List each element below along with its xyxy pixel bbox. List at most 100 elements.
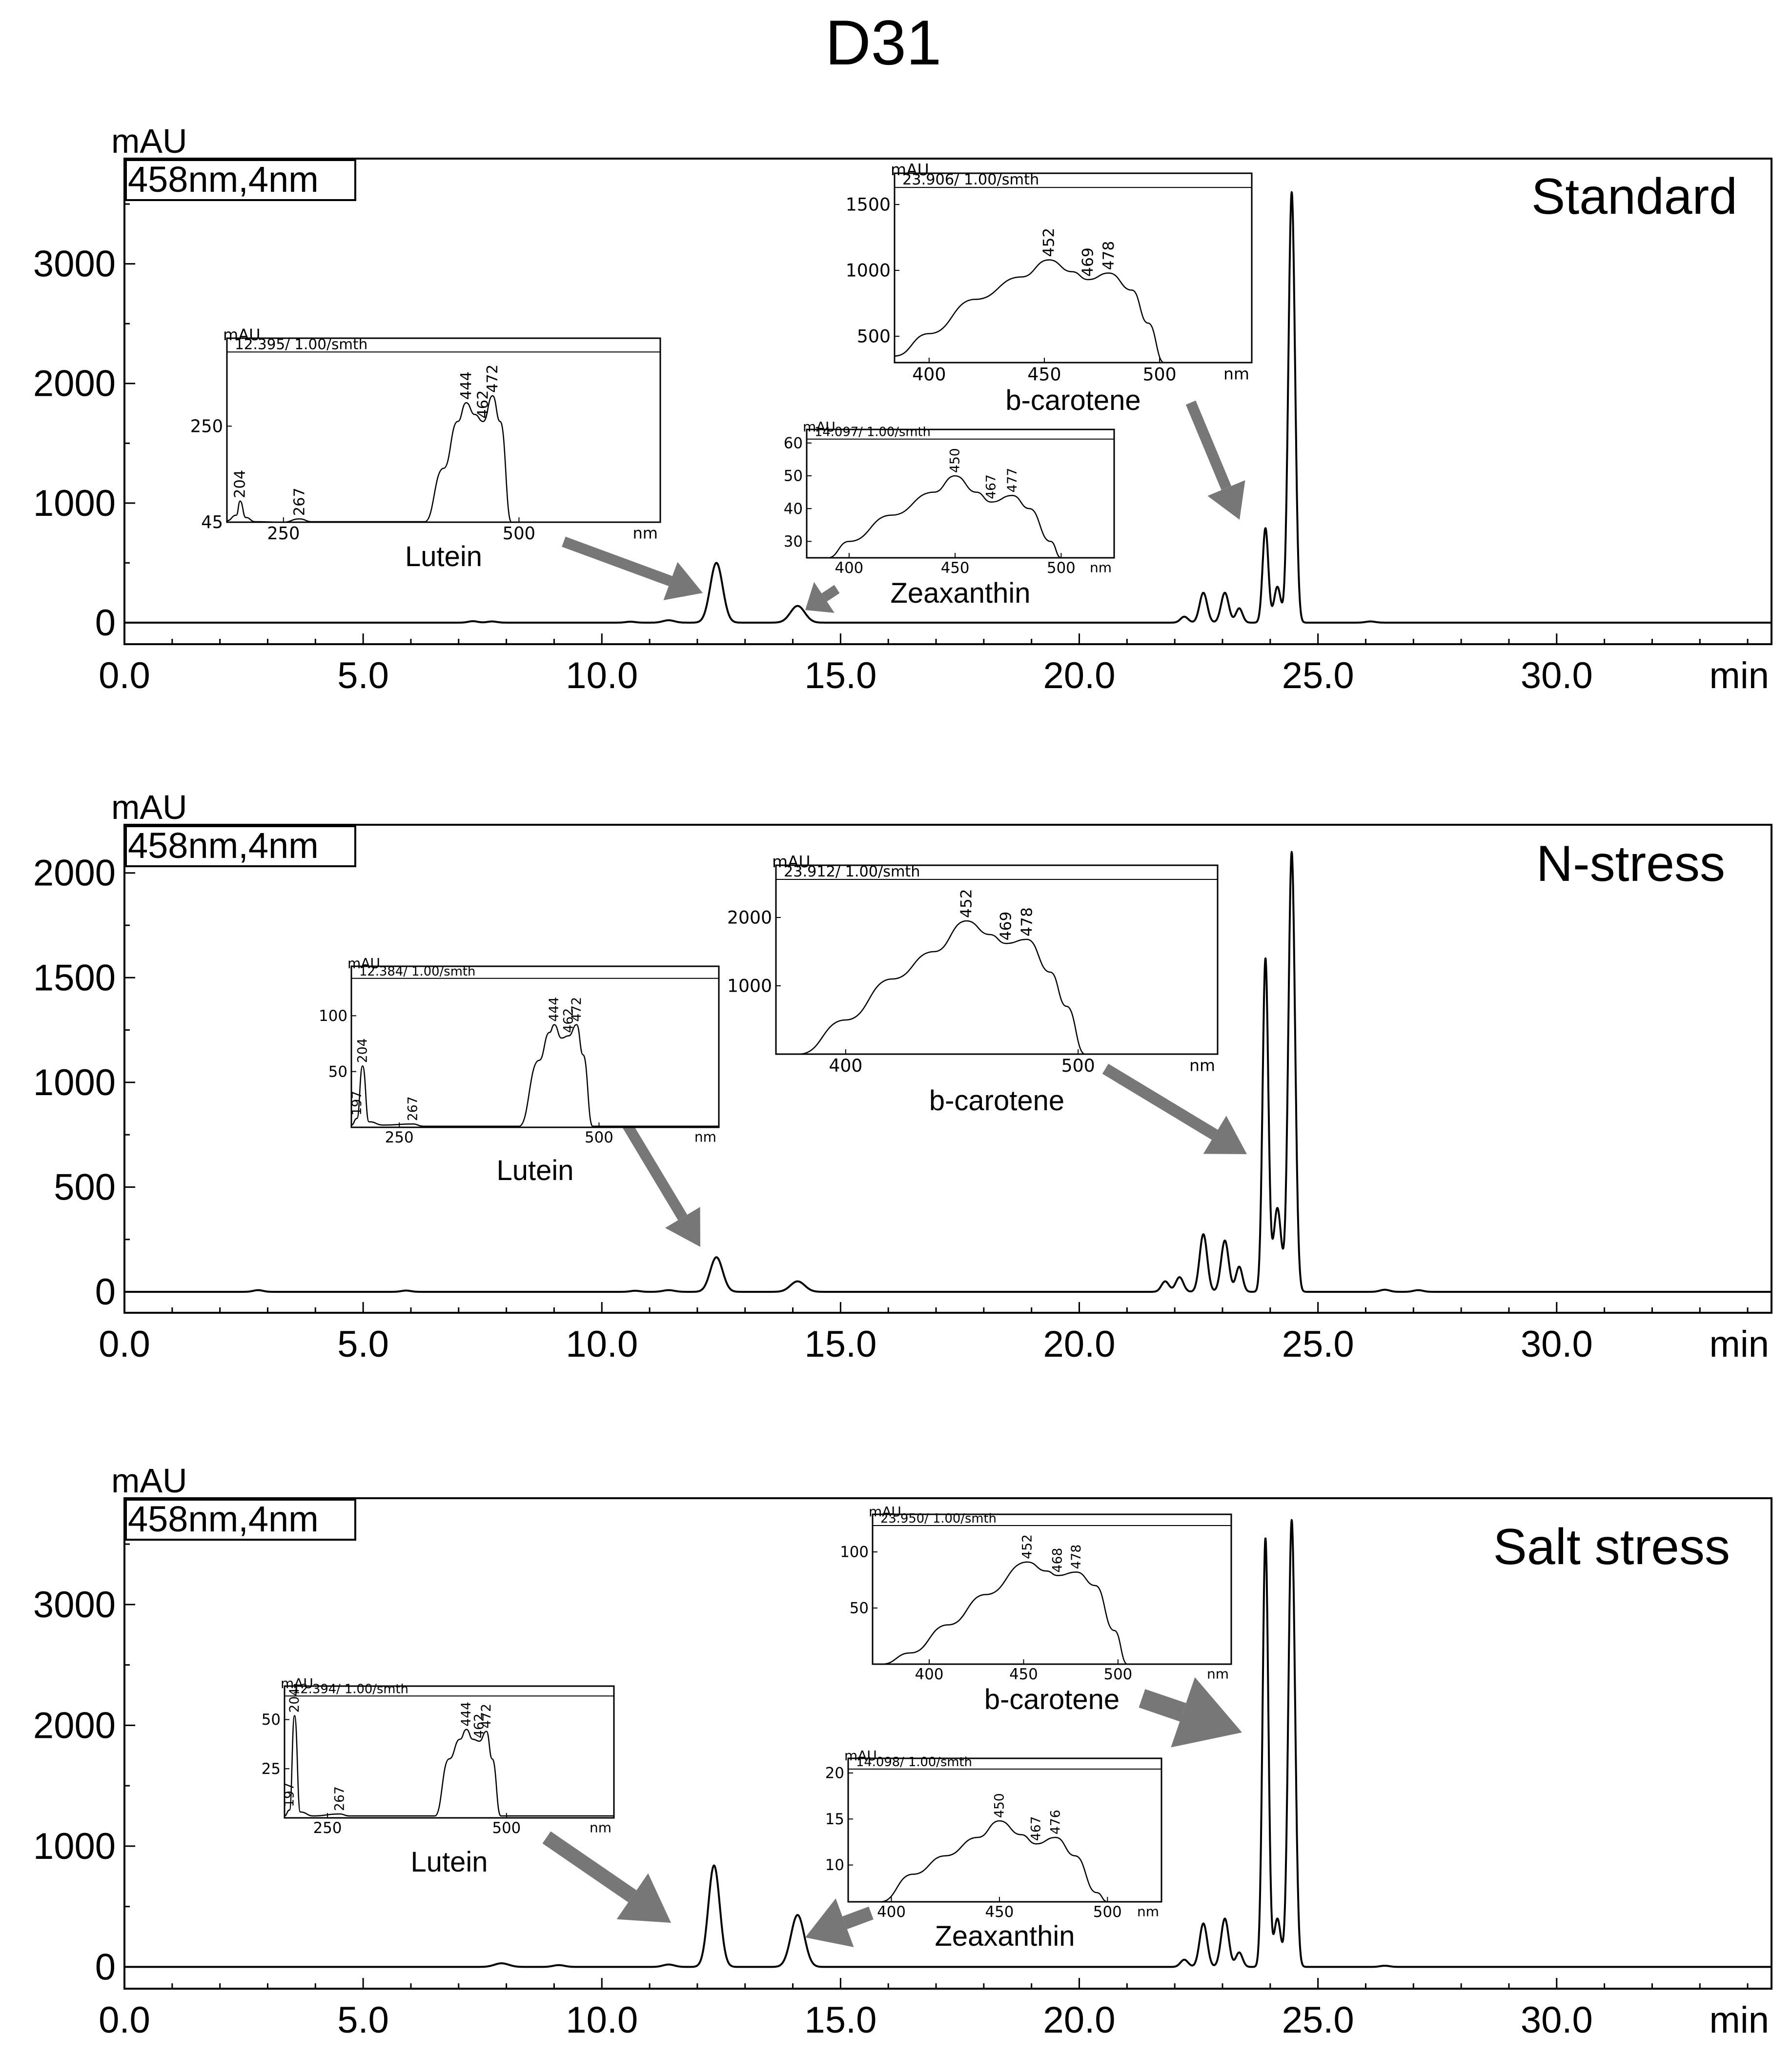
inset-y-tick-label: 100 <box>319 1007 347 1025</box>
inset-header: 12.395/ 1.00/smth <box>235 336 367 352</box>
x-tick-label: 30.0 <box>1521 1999 1593 2041</box>
inset-y-tick-label: 45 <box>201 512 223 532</box>
y-tick-label: 1000 <box>33 1826 116 1867</box>
plot-frame <box>123 1497 1772 1990</box>
inset-compound-label: Lutein <box>405 541 482 572</box>
spectrum-peak-label: 204 <box>355 1038 370 1063</box>
spectrum-peak-label: 478 <box>1018 907 1036 937</box>
pointer-arrowhead-1-1 <box>1203 1116 1247 1154</box>
inset-y-tick-label: 2000 <box>727 907 772 928</box>
inset-y-unit: mAU <box>281 1675 313 1691</box>
y-tick-label: 1500 <box>33 957 116 998</box>
inset-x-unit: nm <box>694 1129 716 1145</box>
spectrum-peak-label: 452 <box>1040 228 1058 257</box>
inset-y-unit: mAU <box>347 956 380 972</box>
inset-x-tick-label: 500 <box>1093 1903 1122 1921</box>
spectrum-peak-label: 462 <box>561 1008 576 1033</box>
inset-x-tick-label: 500 <box>492 1819 521 1837</box>
spectrum-peak-label: 197 <box>349 1091 365 1116</box>
x-axis-unit: min <box>1710 1324 1769 1365</box>
inset-x-tick-label: 450 <box>1027 364 1061 385</box>
inset-frame <box>775 864 1219 1055</box>
inset-header: 14.098/ 1.00/smth <box>856 1755 972 1770</box>
x-tick-label: 5.0 <box>337 1324 389 1365</box>
pointer-arrow-0-0 <box>562 536 672 586</box>
spectrum-peak-label: 450 <box>992 1793 1007 1818</box>
inset-header: 12.394/ 1.00/smth <box>292 1682 408 1696</box>
x-tick-label: 30.0 <box>1521 655 1593 696</box>
pointer-arrowhead-1-0 <box>665 1207 700 1247</box>
inset-x-unit: nm <box>590 1819 611 1835</box>
y-tick-label: 2000 <box>33 853 116 894</box>
inset-y-unit: mAU <box>844 1748 877 1764</box>
spectrum-line <box>828 475 1061 559</box>
inset-y-tick-label: 25 <box>262 1760 281 1778</box>
inset-y-tick-label: 50 <box>328 1063 347 1080</box>
spectrum-peak-label: 444 <box>458 371 475 400</box>
panel-title: Standard <box>1531 168 1737 225</box>
inset-y-unit: mAU <box>891 160 929 179</box>
spectrum-peak-label: 452 <box>957 889 975 918</box>
inset-x-unit: nm <box>1207 1666 1229 1682</box>
inset-compound-label: Zeaxanthin <box>891 577 1031 609</box>
inset-y-tick-label: 500 <box>857 326 891 347</box>
x-tick-label: 5.0 <box>337 1999 389 2041</box>
channel-label: 458nm,4nm <box>128 159 319 200</box>
spectrum-peak-label: 467 <box>1029 1816 1044 1841</box>
inset-x-tick-label: 250 <box>313 1819 342 1837</box>
inset-x-tick-label: 400 <box>915 1666 944 1683</box>
channel-label-box <box>125 159 356 201</box>
inset-y-tick-label: 10 <box>825 1856 844 1874</box>
inset-frame <box>806 428 1115 559</box>
spectrum-peak-label: 267 <box>405 1096 420 1121</box>
inset-x-tick-label: 500 <box>1061 1055 1095 1076</box>
inset-y-unit: mAU <box>772 852 811 871</box>
x-tick-label: 30.0 <box>1521 1324 1593 1365</box>
pointer-arrowhead-2-0 <box>616 1873 671 1923</box>
channel-label-box <box>125 1499 356 1541</box>
x-tick-label: 15.0 <box>804 655 876 696</box>
spectrum-peak-label: 478 <box>1069 1545 1084 1569</box>
pointer-arrow-1-0 <box>622 1122 688 1221</box>
inset-frame <box>284 1685 615 1819</box>
inset-y-tick-label: 40 <box>784 500 803 518</box>
pointer-arrow-2-0 <box>542 1831 637 1903</box>
x-tick-label: 25.0 <box>1282 1999 1354 2041</box>
inset-x-tick-label: 450 <box>1009 1666 1038 1683</box>
inset-y-tick-label: 1000 <box>846 260 891 281</box>
inset-y-tick-label: 1500 <box>846 194 891 215</box>
channel-label: 458nm,4nm <box>128 1499 319 1539</box>
chromatogram-trace <box>123 191 1772 624</box>
spectrum-line <box>351 1024 719 1127</box>
inset-x-tick-label: 250 <box>267 524 300 544</box>
inset-frame <box>350 965 720 1128</box>
inset-y-unit: mAU <box>869 1504 901 1520</box>
inset-compound-label: Lutein <box>496 1155 573 1186</box>
x-tick-label: 20.0 <box>1043 1999 1116 2041</box>
spectrum-peak-label: 467 <box>983 474 998 499</box>
y-tick-label: 3000 <box>33 244 116 285</box>
pointer-arrowhead-2-2 <box>1171 1677 1242 1748</box>
y-tick-label: 2000 <box>33 1705 116 1746</box>
inset-x-unit: nm <box>632 524 658 543</box>
spectrum-peak-label: 468 <box>1050 1548 1065 1573</box>
inset-y-tick-label: 20 <box>825 1765 844 1782</box>
pointer-arrow-0-1 <box>821 585 840 602</box>
y-tick-label: 1000 <box>33 483 116 524</box>
y-tick-label: 0 <box>95 1946 116 1988</box>
pointer-arrowhead-2-1 <box>805 1898 854 1947</box>
spectrum-peak-label: 472 <box>569 997 584 1022</box>
inset-header: 12.384/ 1.00/smth <box>359 964 475 979</box>
x-axis-unit: min <box>1710 1999 1769 2041</box>
spectrum-peak-label: 477 <box>1005 468 1020 493</box>
inset-header: 23.912/ 1.00/smth <box>784 863 920 880</box>
inset-x-tick-label: 500 <box>585 1129 613 1146</box>
